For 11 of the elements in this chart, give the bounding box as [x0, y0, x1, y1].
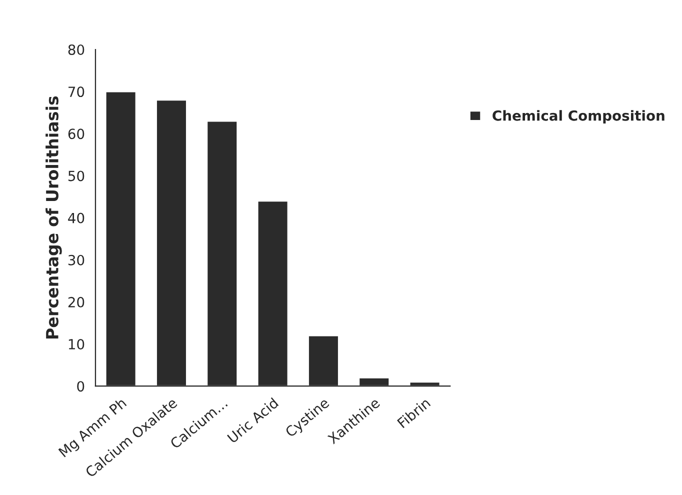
y-tick-label: 50 — [68, 170, 84, 182]
y-tick-label: 80 — [68, 44, 84, 55]
y-tick-label: 70 — [68, 86, 84, 98]
y-tick-label: 0 — [77, 381, 84, 392]
y-tick-label: 30 — [68, 254, 84, 266]
y-tick-label: 10 — [68, 338, 84, 350]
y-tick-label: 60 — [68, 128, 84, 140]
y-axis-title: Percentage of Urolithiasis — [46, 96, 62, 339]
y-tick-label: 20 — [68, 296, 84, 308]
y-tick-label: 40 — [68, 212, 84, 224]
legend-label: Chemical Composition — [492, 110, 664, 124]
